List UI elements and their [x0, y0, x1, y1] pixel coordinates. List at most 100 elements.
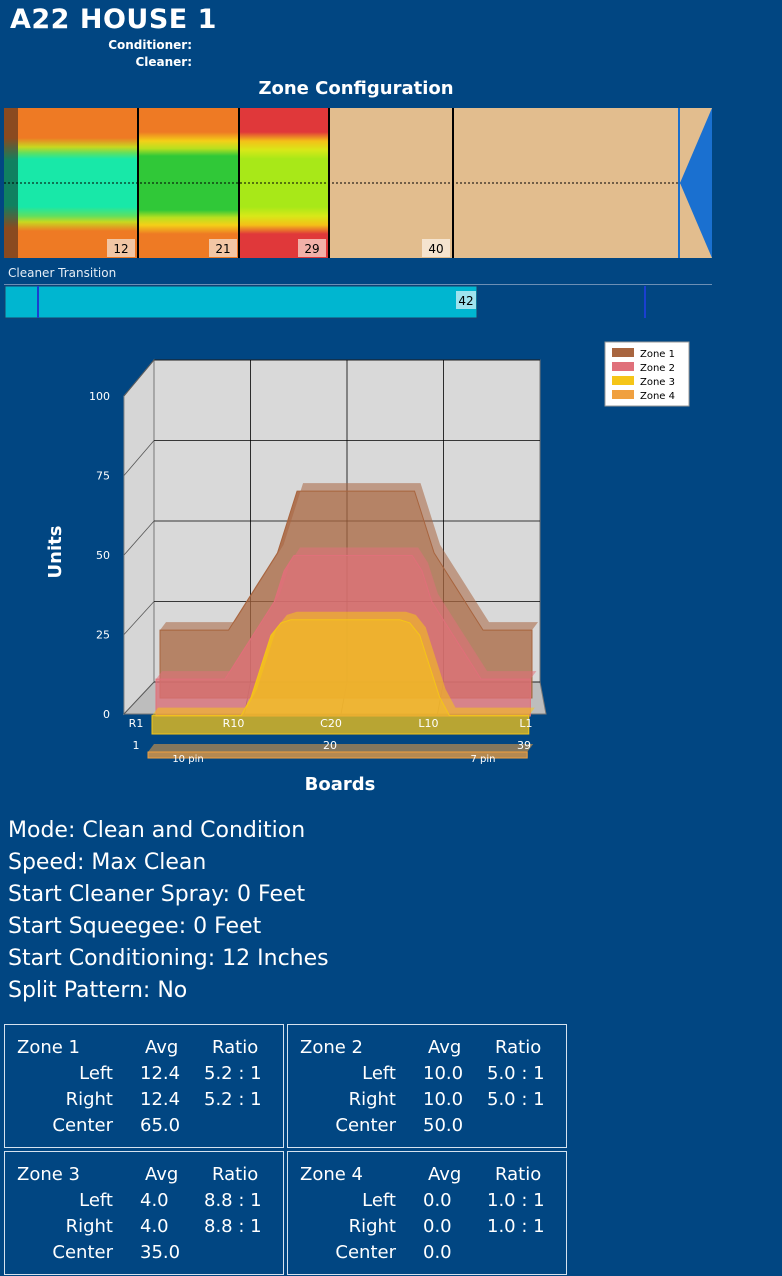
cleaner-label: Cleaner: [135, 55, 192, 69]
x-axis-title: Boards [305, 774, 376, 795]
zone-stats-box: Zone 2 Avg Ratio Left 10.0 5.0 : 1 Right 10.0 5.… [287, 1024, 567, 1148]
avg-header: Avg [428, 1037, 462, 1058]
legend-label: Zone 2 [640, 363, 675, 374]
right-label: Right [65, 1089, 113, 1110]
x-board-label: 39 [517, 739, 531, 752]
split-pattern-text: Split Pattern: No [8, 978, 188, 1003]
right-label: Right [348, 1089, 396, 1110]
y-tick-label: 75 [96, 470, 110, 483]
x-board-label: 20 [323, 739, 337, 752]
cleaner-spray-text: Start Cleaner Spray: 0 Feet [8, 882, 306, 907]
left-label: Left [362, 1063, 396, 1084]
center-label: Center [52, 1242, 113, 1263]
right-label: Right [65, 1216, 113, 1237]
zone-name: Zone 1 [17, 1037, 80, 1058]
ratio-header: Ratio [212, 1037, 259, 1058]
legend-items: Zone 1 Zone 2 Zone 3 Zone 4 [612, 348, 675, 402]
cleaner-transition-fill [4, 285, 478, 319]
series-edge [148, 744, 534, 752]
x-tick-label: R10 [223, 717, 245, 730]
pin-label: 7 pin [470, 754, 495, 765]
cleaner-transition-bar: 42 [4, 285, 646, 319]
page-title: A22 HOUSE 1 [10, 4, 217, 35]
right-avg: 0.0 [423, 1216, 452, 1237]
zone-marker-40: 40 [428, 242, 443, 256]
chart-series-layer [147, 483, 538, 759]
zone-marker-12: 12 [113, 242, 128, 256]
gridline-wall [123, 520, 155, 556]
x-tick-label: R1 [129, 717, 144, 730]
right-avg: 4.0 [140, 1216, 169, 1237]
cleaner-transition-value: 42 [458, 294, 473, 308]
legend-label: Zone 1 [640, 349, 675, 360]
speed-text: Speed: Max Clean [8, 850, 207, 875]
center-label: Center [52, 1115, 113, 1136]
zone-marker-29: 29 [304, 242, 319, 256]
x-board-label: 1 [133, 739, 140, 752]
avg-header: Avg [145, 1037, 179, 1058]
ratio-header: Ratio [212, 1164, 259, 1185]
x-tick-label: C20 [320, 717, 342, 730]
right-ratio: 5.2 : 1 [204, 1089, 262, 1110]
center-avg: 50.0 [423, 1115, 464, 1136]
zone-name: Zone 4 [300, 1164, 363, 1185]
avg-header: Avg [145, 1164, 179, 1185]
left-ratio: 5.2 : 1 [204, 1063, 262, 1084]
conditioner-label: Conditioner: [108, 38, 192, 52]
legend-swatch [612, 390, 634, 399]
zone-config-lane: 12 21 29 40 [4, 108, 712, 258]
cleaner-transition-label: Cleaner Transition [8, 266, 117, 280]
conditioning-text: Start Conditioning: 12 Inches [8, 946, 329, 971]
squeegee-text: Start Squeegee: 0 Feet [8, 914, 262, 939]
y-tick-label: 100 [89, 390, 110, 403]
right-avg: 10.0 [423, 1089, 464, 1110]
mode-text: Mode: Clean and Condition [8, 818, 306, 843]
avg-header: Avg [428, 1164, 462, 1185]
legend-swatch [612, 376, 634, 385]
gridline-wall [123, 440, 155, 476]
y-tick-label: 25 [96, 629, 110, 642]
center-avg: 0.0 [423, 1242, 452, 1263]
right-ratio: 5.0 : 1 [487, 1089, 545, 1110]
left-ratio: 8.8 : 1 [204, 1190, 262, 1211]
left-avg: 0.0 [423, 1190, 452, 1211]
y-axis-title: Units [45, 526, 66, 579]
zone-stats-box: Zone 1 Avg Ratio Left 12.4 5.2 : 1 Right 12.4 5.… [4, 1024, 284, 1148]
center-label: Center [335, 1115, 396, 1136]
y-tick-label: 0 [103, 708, 110, 721]
pin-label: 10 pin [172, 754, 203, 765]
cleaner-transition-divider [4, 284, 712, 285]
gridline-wall [123, 601, 155, 635]
ratio-header: Ratio [495, 1164, 542, 1185]
left-ratio: 1.0 : 1 [487, 1190, 545, 1211]
left-label: Left [79, 1190, 113, 1211]
center-label: Center [335, 1242, 396, 1263]
x-tick-label: L1 [519, 717, 532, 730]
legend-swatch [612, 362, 634, 371]
left-avg: 12.4 [140, 1063, 181, 1084]
center-avg: 35.0 [140, 1242, 181, 1263]
ratio-header: Ratio [495, 1037, 542, 1058]
chart-axes: 0 25 50 75 100 R1 R10 C20 L10 L1 1 20 39 10 pin 7 pin [89, 390, 533, 765]
right-label: Right [348, 1216, 396, 1237]
y-tick-label: 50 [96, 549, 110, 562]
right-ratio: 1.0 : 1 [487, 1216, 545, 1237]
right-avg: 12.4 [140, 1089, 181, 1110]
left-label: Left [79, 1063, 113, 1084]
series-edge [152, 611, 535, 716]
right-ratio: 8.8 : 1 [204, 1216, 262, 1237]
zone-name: Zone 3 [17, 1164, 80, 1185]
legend-label: Zone 3 [640, 377, 675, 388]
gridline-wall [123, 359, 155, 397]
zone-marker-21: 21 [215, 242, 230, 256]
gridline-wall [123, 681, 155, 715]
left-ratio: 5.0 : 1 [487, 1063, 545, 1084]
zone-stats-box: Zone 3 Avg Ratio Left 4.0 8.8 : 1 Right 4.0 8.8 … [4, 1151, 284, 1275]
zone-config-title: Zone Configuration [258, 78, 454, 99]
center-avg: 65.0 [140, 1115, 181, 1136]
legend-label: Zone 4 [640, 391, 675, 402]
left-avg: 4.0 [140, 1190, 169, 1211]
left-label: Left [362, 1190, 396, 1211]
left-avg: 10.0 [423, 1063, 464, 1084]
